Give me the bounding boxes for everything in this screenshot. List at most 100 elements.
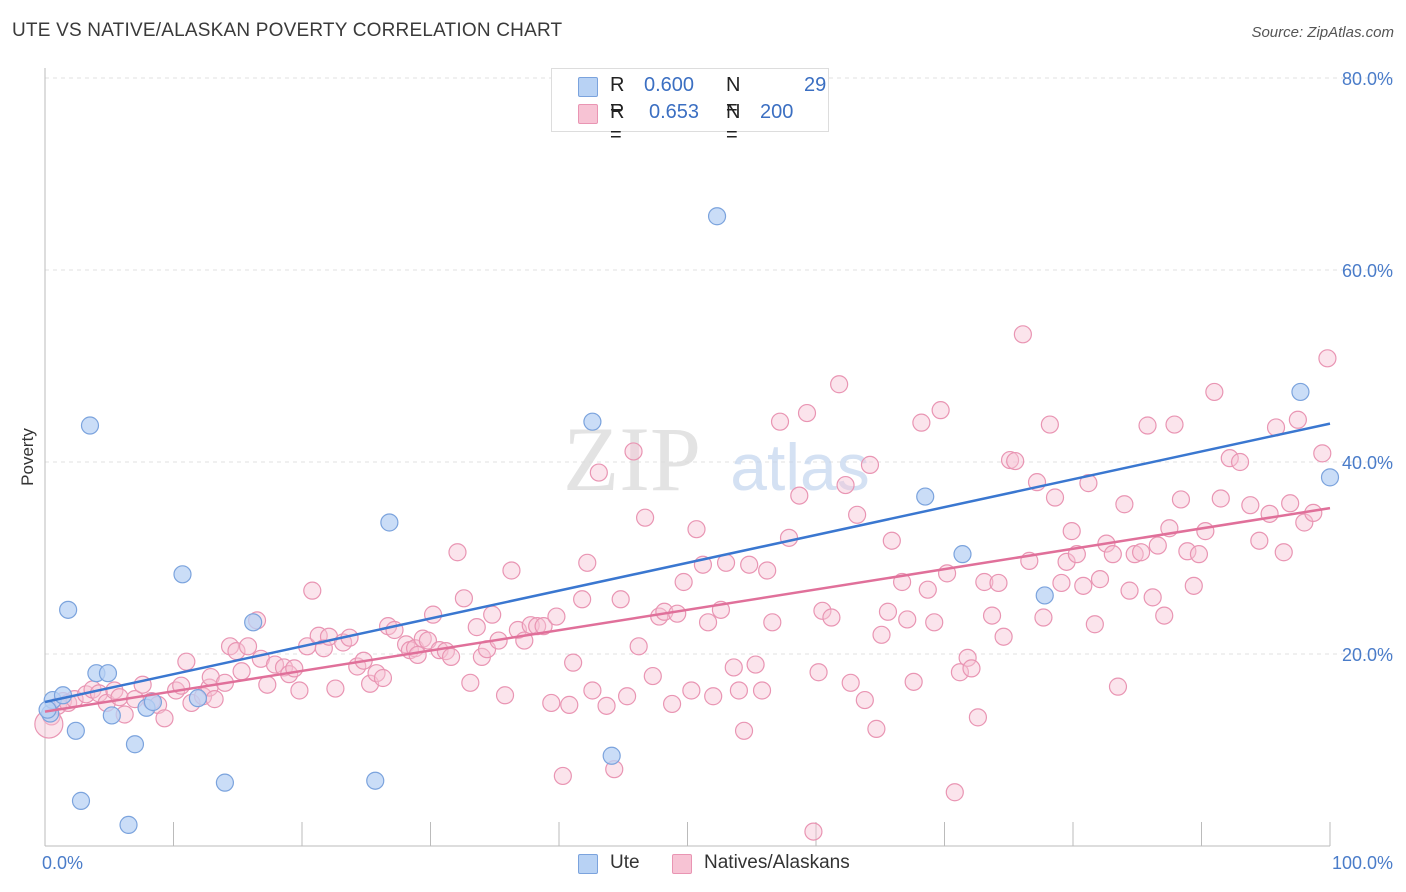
ute-point [707, 207, 727, 226]
natives-point [238, 637, 258, 656]
natives-point [830, 375, 849, 394]
ute-point [602, 746, 621, 765]
natives-point [867, 719, 886, 738]
natives-point [534, 617, 553, 636]
natives-point [1040, 415, 1059, 434]
natives-point [547, 607, 566, 626]
natives-point [1132, 543, 1151, 562]
natives-point [1000, 450, 1020, 470]
x-tick-label: 100.0% [1332, 853, 1393, 873]
ute-point [66, 721, 85, 740]
natives-point [668, 604, 687, 623]
natives-point [441, 647, 461, 666]
ute-point [916, 487, 935, 506]
natives-point [1052, 573, 1071, 593]
natives-point [752, 681, 772, 700]
natives-point [1090, 570, 1110, 589]
ute-legend-icon [578, 854, 598, 874]
natives-point [945, 783, 964, 802]
natives-point [724, 658, 743, 677]
natives-point [629, 637, 648, 656]
y-tick-label: 80.0% [1342, 69, 1393, 89]
natives-point [1241, 496, 1260, 515]
natives-point [564, 653, 583, 672]
ute-point [102, 706, 121, 725]
natives-point [448, 543, 467, 562]
watermark-atlas: atlas [730, 430, 869, 504]
natives-points [34, 325, 1337, 841]
trend-lines [44, 422, 1331, 713]
chart-title: UTE VS NATIVE/ALASKAN POVERTY CORRELATIO… [12, 20, 563, 41]
natives-point [912, 413, 931, 432]
natives-point [1115, 495, 1134, 514]
natives-point [314, 639, 333, 658]
natives-point [624, 442, 643, 461]
natives-point [982, 606, 1002, 625]
natives-point [1079, 474, 1098, 493]
natives-point [205, 690, 224, 709]
y-tick-label: 60.0% [1342, 261, 1393, 281]
natives-legend-label: Natives/Alaskans [704, 852, 850, 873]
natives-point [841, 673, 860, 692]
ute-points [38, 207, 1340, 834]
ute-point [173, 565, 192, 584]
natives-point [804, 822, 823, 841]
natives-point [373, 668, 393, 688]
natives-point [1171, 490, 1191, 509]
natives-point [1143, 588, 1162, 607]
natives-point [643, 666, 662, 686]
natives-point [740, 555, 759, 574]
natives-point [110, 688, 129, 707]
ute-point [583, 412, 602, 431]
natives-point [597, 696, 616, 715]
natives-point [1155, 606, 1174, 625]
natives-point [155, 709, 174, 728]
natives-point [662, 694, 682, 714]
natives-point [1211, 489, 1230, 508]
natives-point [1250, 531, 1269, 550]
x-tick-label: 0.0% [42, 853, 83, 873]
n-value: 200 [760, 101, 794, 123]
natives-point [872, 625, 891, 644]
ute-point [80, 416, 100, 435]
r-label: R = [610, 101, 625, 146]
natives-point [1220, 449, 1239, 468]
natives-point [1274, 543, 1293, 562]
natives-point [1108, 677, 1128, 696]
natives-point [758, 561, 777, 580]
natives-point [408, 645, 427, 665]
natives-point [635, 508, 655, 527]
natives-point [836, 475, 855, 495]
natives-point [855, 690, 874, 710]
natives-point [454, 589, 474, 608]
natives-point [560, 695, 579, 714]
natives-point [1120, 581, 1139, 600]
natives-point [1313, 444, 1332, 463]
natives-point [958, 648, 977, 667]
natives-point [989, 573, 1008, 593]
natives-point [583, 681, 602, 700]
natives-point [904, 672, 923, 691]
ute-point [71, 791, 91, 810]
ute-point [215, 773, 234, 792]
source-label: Source: ZipAtlas.com [1251, 24, 1394, 41]
natives-point [589, 463, 608, 482]
natives-point [729, 681, 749, 700]
natives-point [790, 486, 809, 505]
natives-point [573, 590, 592, 609]
natives-point [483, 605, 502, 624]
natives-point [734, 721, 754, 740]
natives-point [423, 605, 443, 624]
ute-point [119, 815, 138, 834]
natives-point [1148, 536, 1167, 555]
natives-point [950, 663, 970, 682]
natives-point [848, 505, 867, 524]
ute-point [380, 513, 399, 532]
tick-labels: 20.0% 40.0% 60.0% 80.0% 0.0% 100.0% [42, 69, 1393, 873]
r-label: R = [610, 74, 625, 119]
natives-point [931, 401, 950, 420]
natives-swatch-icon [578, 104, 598, 124]
natives-point [1184, 576, 1203, 595]
ute-point [1320, 468, 1340, 487]
natives-point [860, 455, 880, 474]
